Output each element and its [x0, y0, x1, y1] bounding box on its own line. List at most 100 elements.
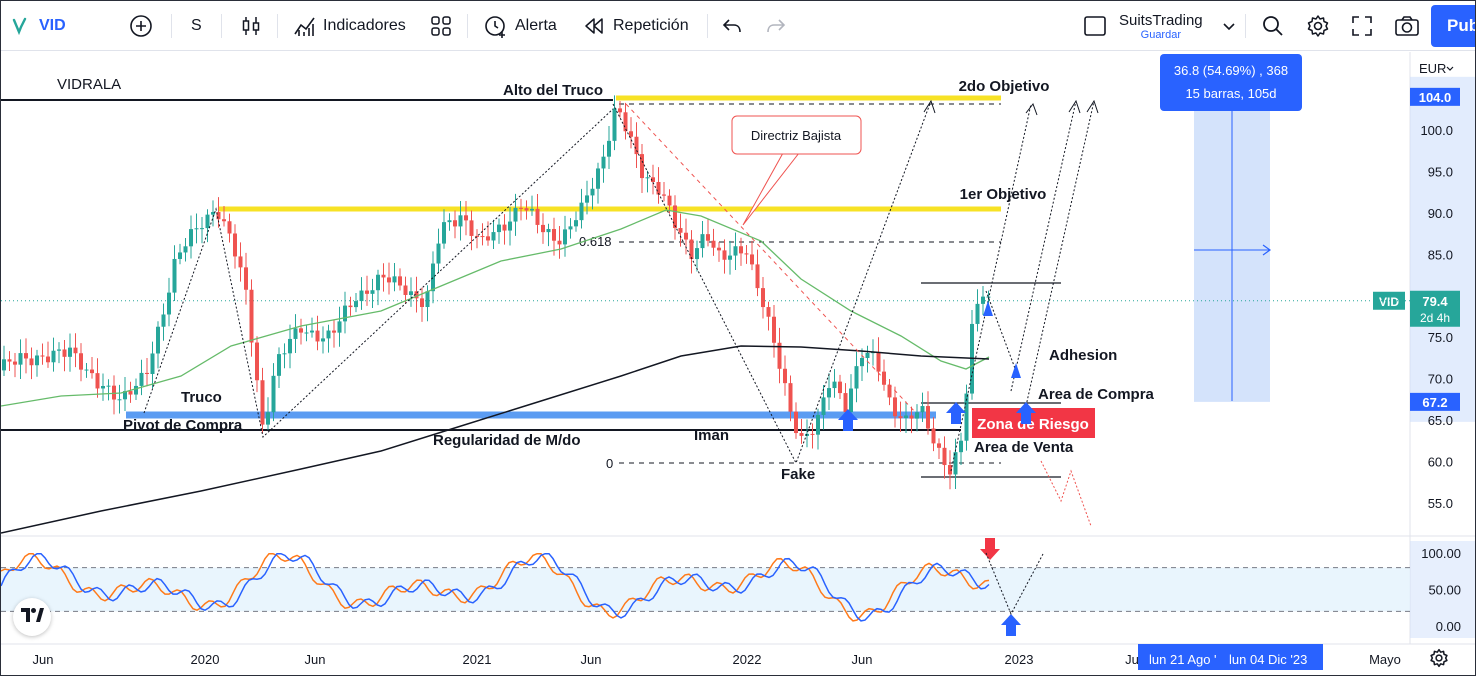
- candle-body: [865, 352, 870, 359]
- chart-type-button[interactable]: [239, 1, 263, 51]
- alert-button[interactable]: Alerta: [483, 1, 557, 51]
- settings-icon: [1429, 648, 1449, 672]
- candle-body: [409, 291, 413, 295]
- candle-body: [194, 228, 199, 230]
- price-tick: 100.0: [1420, 123, 1453, 138]
- price-label-67-text: 67.2: [1422, 395, 1447, 410]
- undo-button[interactable]: [721, 1, 743, 51]
- candle-body: [849, 388, 853, 413]
- candle-body: [722, 250, 727, 260]
- symbol-name: VID: [39, 17, 66, 34]
- candle-body: [601, 156, 606, 169]
- layout-menu-button[interactable]: [1221, 1, 1237, 51]
- tradingview-logo[interactable]: [13, 598, 51, 636]
- layout-name-button[interactable]: SuitsTrading Guardar: [1119, 1, 1203, 51]
- candle-body: [79, 353, 83, 370]
- candle-body: [326, 330, 331, 339]
- candle-body: [13, 361, 17, 365]
- candle-body: [156, 326, 160, 354]
- indicators-button[interactable]: Indicadores: [293, 1, 406, 51]
- candle-body: [497, 224, 501, 233]
- candle-body: [783, 368, 787, 384]
- candle-body: [959, 440, 963, 453]
- candle-body: [68, 347, 72, 357]
- layout-button[interactable]: [1083, 1, 1107, 51]
- candle-body: [827, 388, 831, 398]
- osc-axis-highlight: [1410, 541, 1475, 638]
- ma-black: [1, 345, 990, 534]
- projection-red: [1040, 460, 1092, 527]
- indicators-label: Indicadores: [323, 17, 406, 34]
- axis-settings-button[interactable]: [1429, 648, 1451, 670]
- templates-button[interactable]: [429, 1, 453, 51]
- candle-body: [321, 338, 325, 342]
- candle-body: [673, 205, 677, 229]
- candle-body: [695, 248, 699, 260]
- candle-body: [618, 108, 622, 113]
- chevron-down-icon: [1446, 66, 1454, 71]
- price-tick: 90.0: [1428, 206, 1453, 221]
- add-symbol-icon: [128, 13, 154, 39]
- truco-label: Truco: [181, 389, 222, 406]
- candle-body: [370, 290, 375, 294]
- candle-body: [101, 385, 105, 389]
- fullscreen-icon: [1351, 15, 1373, 37]
- time-range-highlight: [1138, 644, 1323, 670]
- candle-body: [552, 228, 556, 241]
- candle-body: [975, 303, 980, 324]
- candle-body: [750, 254, 754, 265]
- area-venta-label: Area de Venta: [974, 439, 1074, 456]
- settings-button[interactable]: [1306, 1, 1330, 51]
- candle-body: [475, 235, 479, 237]
- fullscreen-button[interactable]: [1351, 1, 1373, 51]
- snapshot-button[interactable]: [1394, 1, 1420, 51]
- risk-zone-label: Zona de Riesgo: [977, 416, 1089, 433]
- candle-body: [486, 236, 490, 241]
- candle-body: [51, 350, 56, 363]
- osc-tick: 100.00: [1421, 546, 1461, 561]
- candle-body: [491, 232, 496, 241]
- candle-body: [128, 391, 133, 395]
- candle-body: [656, 181, 661, 195]
- osc-tick: 50.00: [1428, 583, 1461, 598]
- interval-button[interactable]: S: [191, 1, 202, 51]
- candle-body: [172, 258, 177, 293]
- candle-body: [480, 236, 485, 238]
- candle-body: [645, 177, 650, 179]
- candle-body: [161, 314, 166, 327]
- indicators-icon: [293, 14, 317, 38]
- add-symbol-button[interactable]: [128, 1, 154, 51]
- projection-arrowheads: [923, 99, 1099, 116]
- candle-body: [150, 353, 155, 375]
- candle-body: [73, 347, 78, 354]
- candle-body: [18, 353, 23, 365]
- price-tick: 85.0: [1428, 247, 1453, 262]
- publish-button[interactable]: Pub: [1431, 5, 1475, 47]
- stoch-k-line: [1, 552, 990, 622]
- candle-body: [7, 359, 12, 362]
- pivot-label: Pivot de Compra: [123, 417, 243, 434]
- redo-button[interactable]: [765, 1, 787, 51]
- camera-icon: [1394, 14, 1420, 38]
- price-label-67: [1410, 392, 1460, 411]
- candle-body: [568, 226, 573, 230]
- alert-icon: [483, 13, 509, 39]
- candle-body: [62, 349, 67, 357]
- candle-body: [739, 246, 743, 254]
- search-button[interactable]: [1261, 1, 1285, 51]
- replay-button[interactable]: Repetición: [583, 1, 689, 51]
- candle-body: [585, 195, 589, 203]
- ma-green: [1, 209, 990, 407]
- candle-body: [766, 307, 771, 317]
- time-tick: Jun: [852, 652, 873, 667]
- tri-up-marker-2: [1011, 363, 1021, 378]
- tri-up-marker: [983, 301, 993, 316]
- symbol-search[interactable]: VID: [11, 1, 66, 51]
- candle-body: [920, 406, 925, 413]
- fib-618-label: 0.618: [579, 234, 612, 249]
- candle-body: [524, 208, 529, 211]
- osc-buy-arrow: [1001, 614, 1021, 636]
- candle-body: [788, 383, 793, 412]
- candle-body: [761, 288, 765, 308]
